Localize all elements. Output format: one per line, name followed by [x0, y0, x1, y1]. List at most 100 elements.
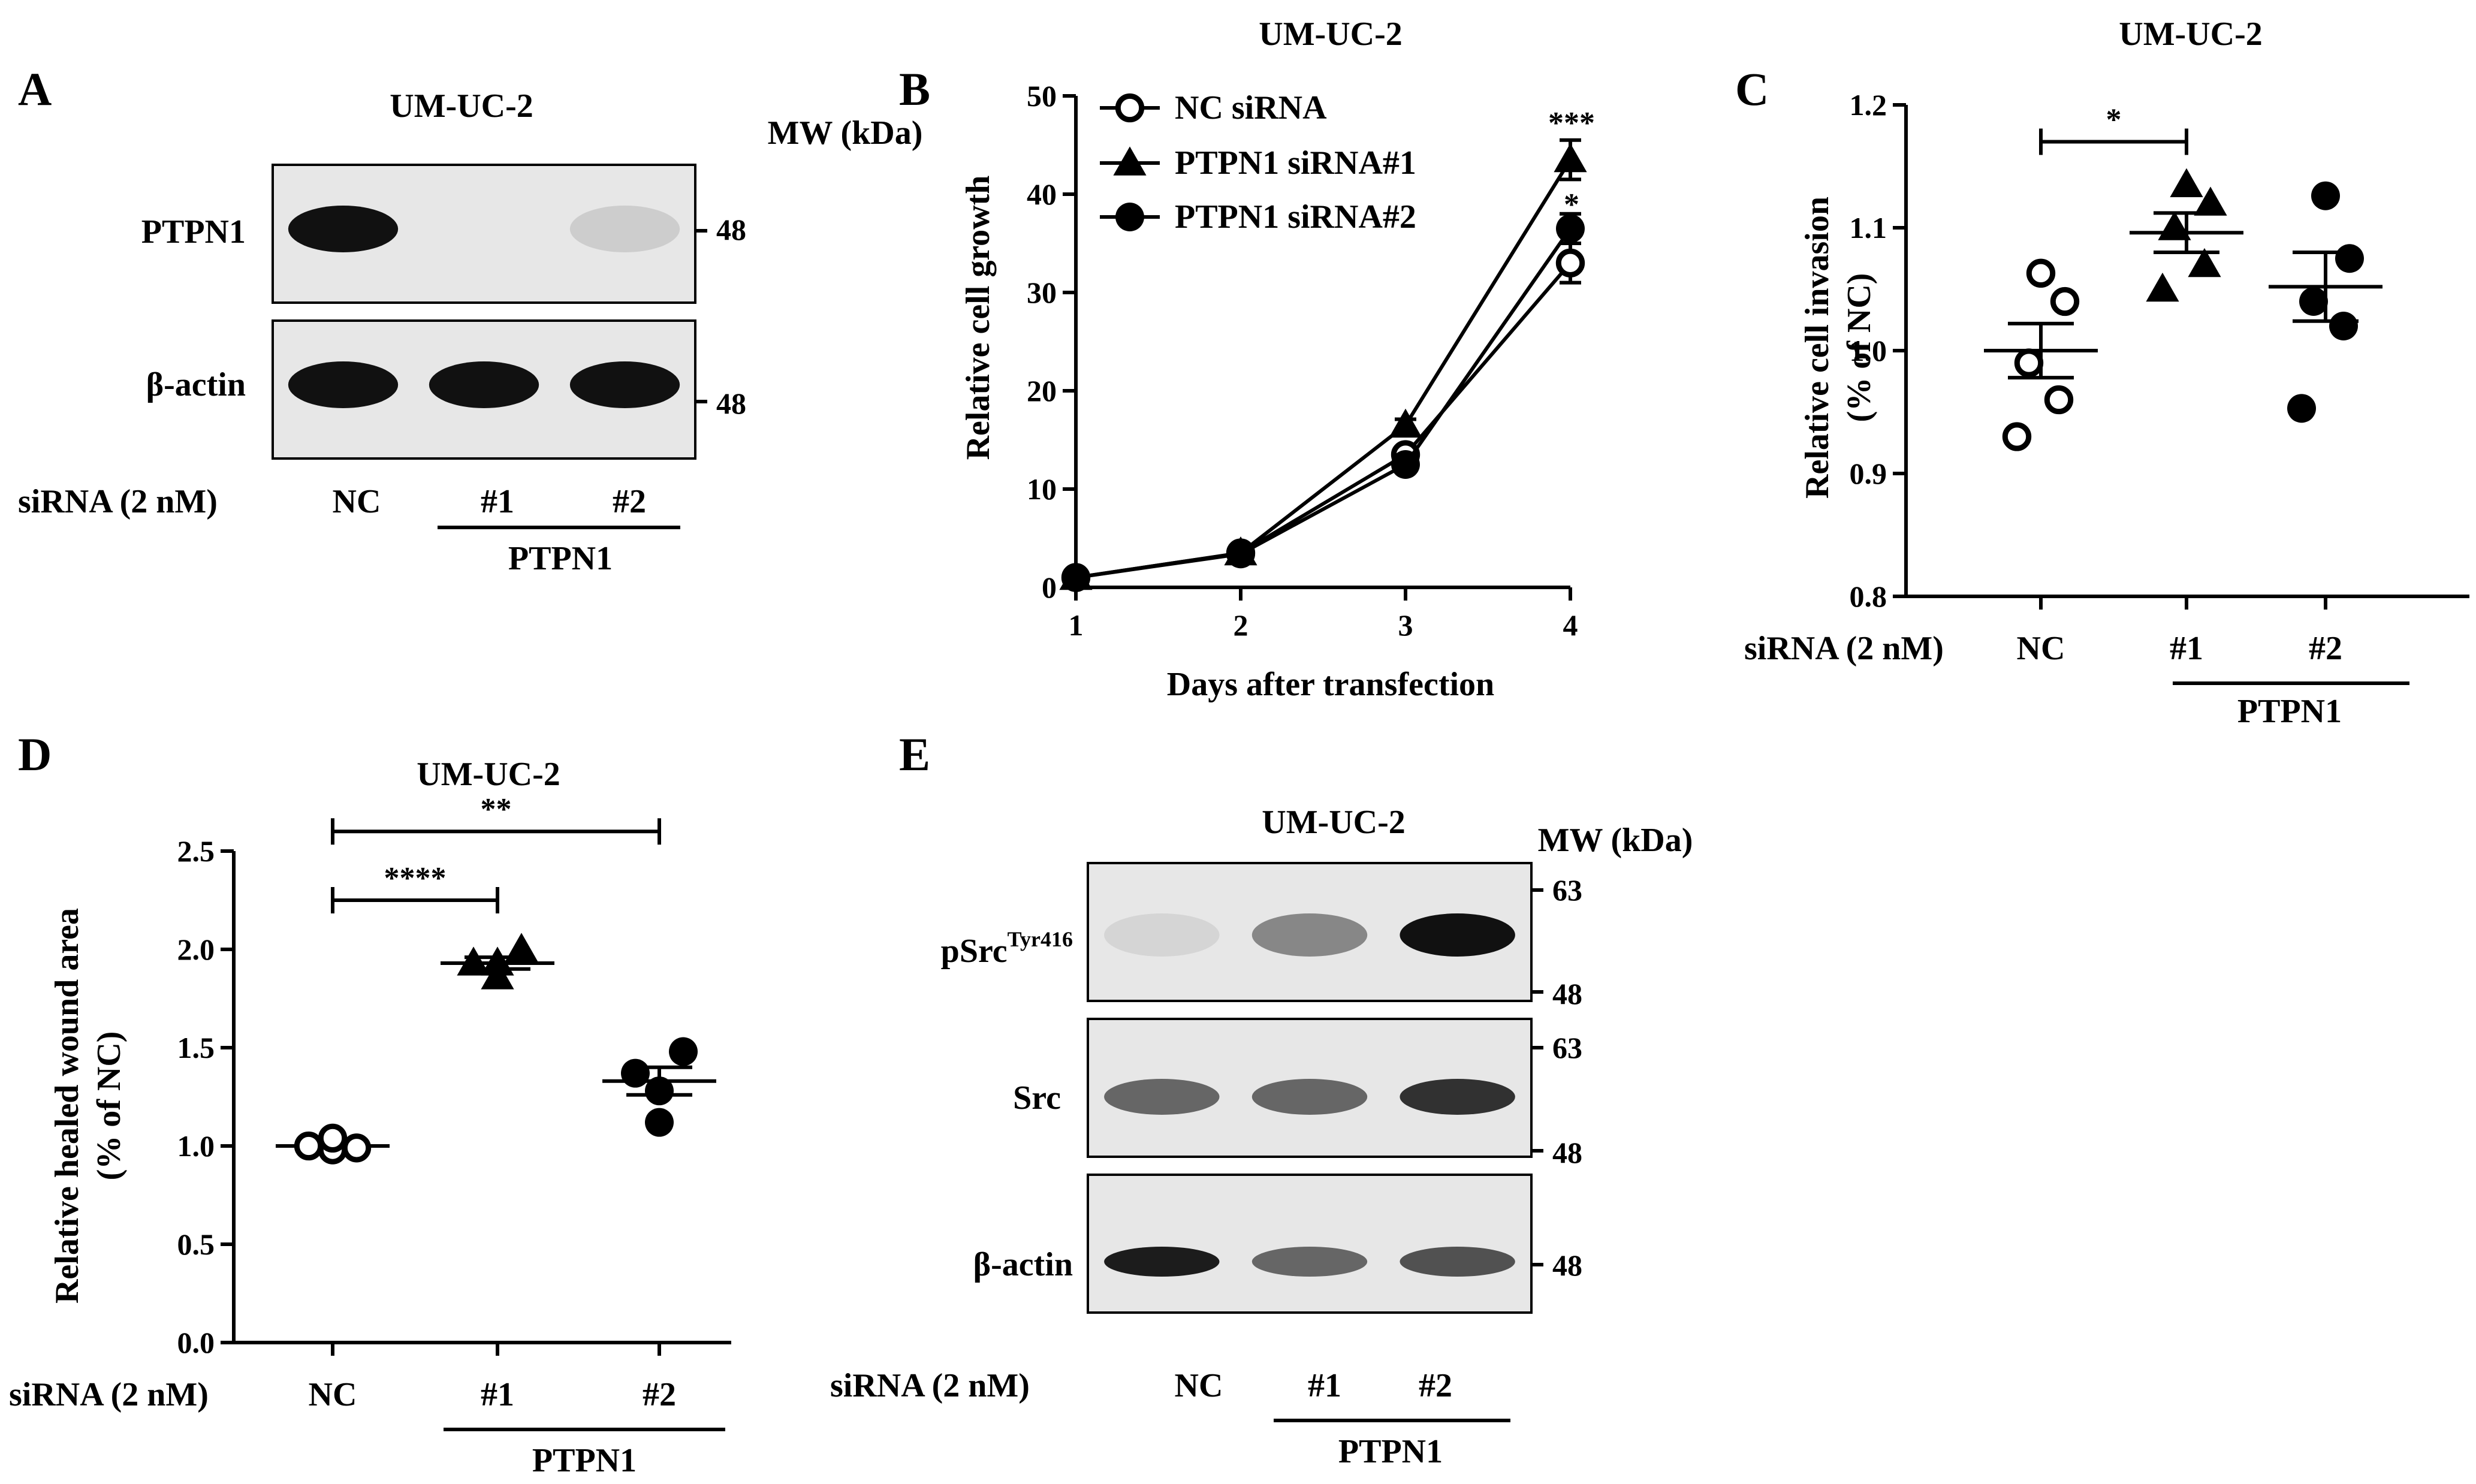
panel-a-mw-header: MW (kDa) — [768, 114, 923, 152]
chart-points: * — [1984, 103, 2382, 451]
blot-band — [1251, 1247, 1368, 1277]
legend-label-nc: NC siRNA — [1175, 89, 1327, 126]
significance-label: * — [1564, 188, 1579, 222]
legend-label-sirna1: PTPN1 siRNA#1 — [1175, 144, 1416, 182]
y-tick-label: 0.9 — [1850, 457, 1887, 490]
mw-marker: 48 — [716, 213, 746, 246]
lane-label-1: #1 — [481, 483, 514, 520]
data-point — [1061, 563, 1090, 592]
data-point — [2335, 244, 2364, 273]
lane-label-2: #2 — [1419, 1367, 1452, 1404]
data-point — [2026, 258, 2056, 288]
x-tick-label: 2 — [1234, 608, 1248, 642]
legend-marker — [1115, 203, 1144, 231]
chart-series — [1059, 138, 1587, 592]
panel-c: C UM-UC-2 0.8 0.9 1.0 1.1 1.2 * Relative cel… — [1735, 16, 2469, 730]
data-point — [669, 1037, 698, 1066]
panel-letter-e: E — [899, 728, 930, 780]
chart-points: ****** — [276, 792, 716, 1165]
panel-letter-d: D — [18, 728, 52, 780]
chart-title: UM-UC-2 — [417, 756, 560, 793]
y-tick-label: 2.0 — [177, 933, 215, 966]
y-axis-label-unit: (% of NC) — [1841, 273, 1878, 423]
y-tick-label: 20 — [1027, 374, 1057, 408]
x-tick-label: 1 — [1069, 608, 1084, 642]
legend-marker — [1113, 146, 1147, 176]
lane-label-2: #2 — [613, 483, 646, 520]
blot-band — [1104, 1079, 1220, 1115]
data-point — [505, 933, 538, 962]
x-tick-label: 4 — [1563, 608, 1578, 642]
panel-d: D UM-UC-2 0.00.51.01.52.02.5 ****** Rela… — [9, 728, 731, 1479]
y-tick-label: 1.0 — [1850, 334, 1887, 367]
significance-label: *** — [1548, 106, 1595, 140]
mw-marker: 48 — [1552, 1248, 1582, 1282]
mw-marker: 63 — [1552, 873, 1582, 907]
blot-src — [1087, 1018, 1533, 1158]
panel-letter-a: A — [18, 63, 52, 115]
lane-header: siRNA (2 nM) — [1744, 630, 1944, 667]
lane-label-nc: NC — [2017, 630, 2065, 667]
legend-marker — [1115, 93, 1145, 123]
lane-label-1: #1 — [2170, 630, 2203, 667]
data-point — [481, 946, 514, 976]
data-point — [1555, 248, 1585, 278]
significance-label: * — [2106, 103, 2122, 137]
data-point — [2050, 286, 2080, 316]
blot-band — [1400, 1079, 1515, 1115]
data-point — [2299, 287, 2328, 316]
data-point — [1226, 539, 1255, 569]
blot-band — [429, 361, 539, 408]
blot-label-ptpn1: PTPN1 — [141, 213, 246, 251]
legend: NC siRNA PTPN1 siRNA#1 PTPN1 siRNA#2 — [1100, 89, 1416, 236]
data-point — [2287, 394, 2316, 423]
data-point — [1389, 408, 1422, 438]
chart-axes: 0.8 0.9 1.0 1.1 1.2 — [1850, 88, 2469, 613]
blot-band — [1400, 913, 1515, 957]
y-tick-label: 1.1 — [1850, 211, 1887, 245]
blot-beta-actin — [1087, 1174, 1533, 1314]
blot-band — [569, 361, 680, 408]
y-axis-label: Relative cell invasion — [1799, 197, 1836, 499]
y-tick-label: 1.0 — [177, 1129, 215, 1163]
data-point — [645, 1076, 674, 1106]
data-point — [1556, 214, 1585, 243]
mw-marker: 48 — [1552, 977, 1582, 1011]
y-axis-label: Relative healed wound area — [49, 908, 86, 1304]
data-point — [2044, 385, 2074, 415]
chart-title: UM-UC-2 — [1259, 16, 1402, 53]
y-tick-label: 10 — [1027, 472, 1057, 506]
y-tick-label: 50 — [1027, 79, 1057, 113]
y-tick-label: 0.5 — [177, 1227, 215, 1261]
blot-band — [288, 361, 399, 408]
data-point — [2194, 186, 2227, 216]
significance-label: ** — [481, 792, 512, 827]
panel-e-title: UM-UC-2 — [1262, 804, 1405, 841]
data-point — [2311, 181, 2340, 210]
mw-marker: 63 — [1552, 1031, 1582, 1064]
data-point — [2002, 422, 2032, 451]
x-axis-label: Days after transfection — [1167, 666, 1494, 703]
blot-band — [288, 206, 399, 252]
blot-band — [1251, 913, 1368, 957]
data-point — [2014, 348, 2044, 378]
y-tick-label: 2.5 — [177, 834, 215, 868]
panel-b: B UM-UC-2 0 10 20 30 40 50 1 2 3 4 Relative cell … — [899, 16, 1595, 703]
blot-psrc — [1087, 862, 1533, 1002]
data-point — [2170, 168, 2203, 197]
group-label: PTPN1 — [2237, 693, 2342, 730]
panel-letter-b: B — [899, 63, 930, 115]
data-point — [1391, 450, 1420, 479]
series-line — [1075, 261, 1572, 580]
blot-band — [1104, 1247, 1220, 1277]
panel-a: A UM-UC-2 MW (kDa) PTPN1 48 β-actin 48 s… — [18, 63, 922, 577]
data-point — [457, 946, 490, 976]
data-point — [2329, 312, 2358, 340]
blot-band — [569, 206, 680, 252]
group-label: PTPN1 — [508, 540, 613, 577]
panel-letter-c: C — [1735, 63, 1769, 115]
mw-marker: 48 — [1552, 1136, 1582, 1169]
blot-label-src: Src — [1013, 1079, 1061, 1117]
lane-label-2: #2 — [2309, 630, 2342, 667]
